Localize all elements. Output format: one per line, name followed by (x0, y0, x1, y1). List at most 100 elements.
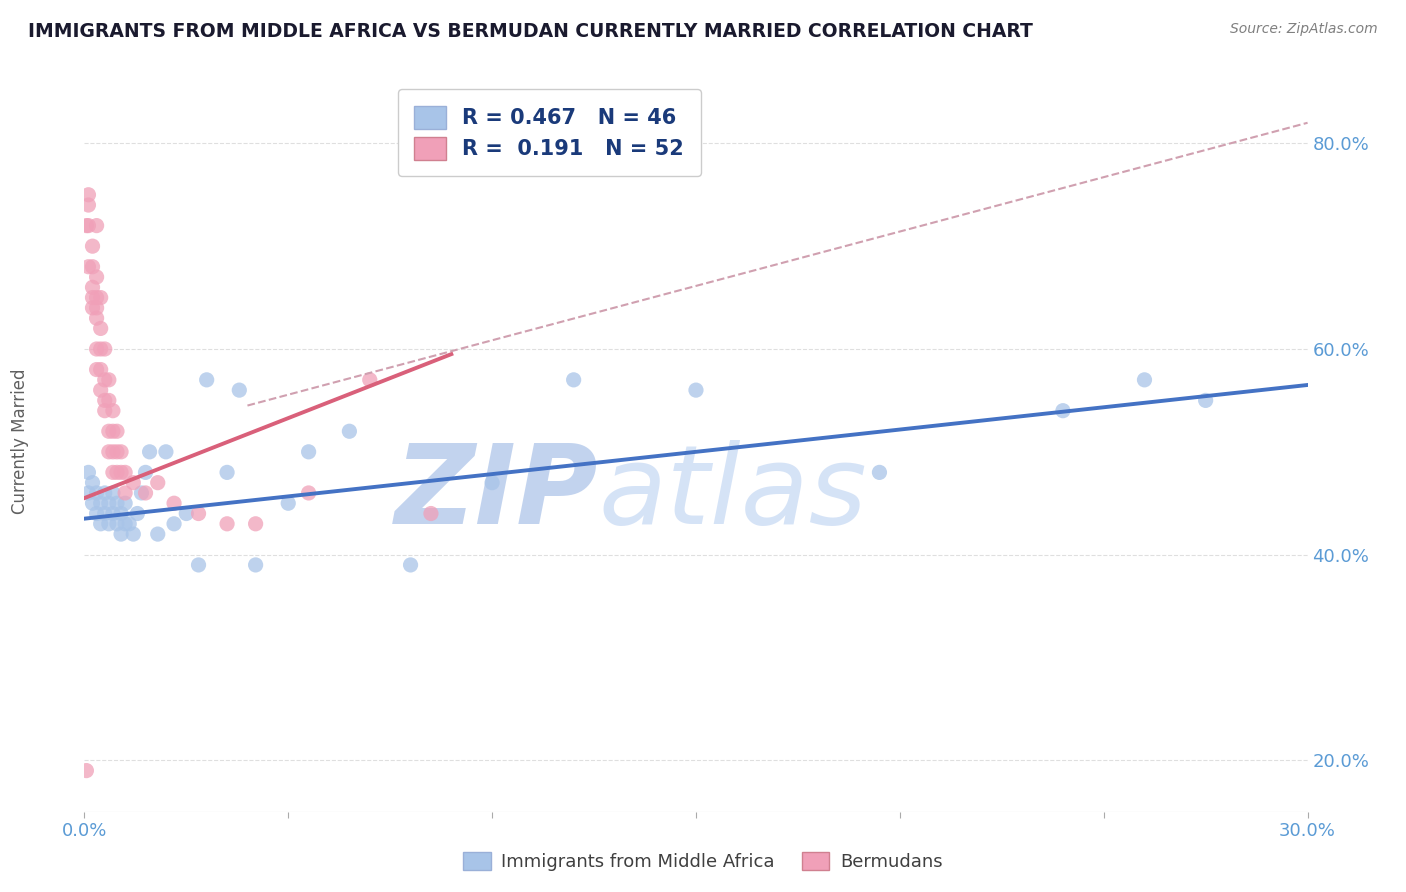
Text: IMMIGRANTS FROM MIDDLE AFRICA VS BERMUDAN CURRENTLY MARRIED CORRELATION CHART: IMMIGRANTS FROM MIDDLE AFRICA VS BERMUDA… (28, 22, 1033, 41)
Point (82, 239, 104, 253)
Point (75, 219, 97, 233)
Point (101, 507, 124, 521)
Point (86, 270, 108, 285)
Point (399, 558, 422, 572)
Point (97, 424, 120, 438)
Point (114, 516, 136, 531)
Point (481, 475, 503, 490)
Point (298, 486, 321, 500)
Point (187, 507, 209, 521)
Point (122, 527, 145, 541)
Point (127, 507, 149, 521)
Point (110, 507, 132, 521)
Point (217, 466, 239, 480)
Point (1052, 403, 1074, 417)
Point (163, 496, 186, 510)
Point (110, 527, 132, 541)
Point (135, 466, 157, 480)
Point (93, 393, 115, 408)
Point (82, 475, 104, 490)
Point (77, 486, 100, 500)
Point (97, 445, 120, 459)
Point (105, 516, 128, 531)
Point (1195, 393, 1218, 408)
Point (90, 321, 112, 335)
Point (298, 445, 321, 459)
Point (93, 486, 115, 500)
Point (97, 496, 120, 510)
Point (101, 445, 124, 459)
Point (93, 342, 115, 356)
Point (562, 373, 585, 387)
Point (86, 486, 108, 500)
Point (138, 445, 160, 459)
Point (82, 280, 104, 294)
Point (77, 219, 100, 233)
Point (82, 291, 104, 305)
Point (217, 516, 239, 531)
Point (420, 507, 443, 521)
Point (86, 291, 108, 305)
Point (97, 516, 120, 531)
Point (101, 466, 124, 480)
Point (82, 260, 104, 274)
Point (90, 496, 112, 510)
Point (90, 516, 112, 531)
Point (77, 466, 100, 480)
Point (245, 558, 267, 572)
Point (195, 373, 218, 387)
Legend: R = 0.467   N = 46, R =  0.191   N = 52: R = 0.467 N = 46, R = 0.191 N = 52 (398, 89, 700, 177)
Legend: Immigrants from Middle Africa, Bermudans: Immigrants from Middle Africa, Bermudans (457, 845, 949, 879)
Point (77, 260, 100, 274)
Point (339, 424, 361, 438)
Point (75, 764, 97, 778)
Point (245, 516, 267, 531)
Point (101, 486, 124, 500)
Point (101, 424, 124, 438)
Point (105, 445, 128, 459)
Point (90, 362, 112, 376)
Point (90, 291, 112, 305)
Point (359, 373, 381, 387)
Point (146, 475, 169, 490)
Text: Source: ZipAtlas.com: Source: ZipAtlas.com (1230, 22, 1378, 37)
Point (685, 383, 707, 397)
Point (131, 486, 153, 500)
Point (105, 424, 128, 438)
Point (97, 393, 120, 408)
Point (146, 527, 169, 541)
Point (90, 383, 112, 397)
Point (135, 486, 157, 500)
Point (105, 466, 128, 480)
Point (105, 496, 128, 510)
Point (110, 466, 132, 480)
Point (86, 507, 108, 521)
Point (86, 311, 108, 326)
Point (97, 373, 120, 387)
Point (114, 496, 136, 510)
Point (1133, 373, 1156, 387)
Point (86, 362, 108, 376)
Point (93, 507, 115, 521)
Point (86, 342, 108, 356)
Text: ZIP: ZIP (395, 440, 598, 547)
Point (82, 496, 104, 510)
Point (77, 198, 100, 212)
Point (101, 403, 124, 417)
Point (187, 558, 209, 572)
Point (114, 466, 136, 480)
Point (86, 219, 108, 233)
Point (277, 496, 299, 510)
Point (110, 445, 132, 459)
Point (86, 301, 108, 315)
Point (228, 383, 250, 397)
Point (82, 301, 104, 315)
Point (122, 475, 145, 490)
Point (869, 466, 891, 480)
Point (90, 342, 112, 356)
Point (93, 373, 115, 387)
Point (93, 403, 115, 417)
Point (77, 187, 100, 202)
Point (163, 516, 186, 531)
Point (114, 486, 136, 500)
